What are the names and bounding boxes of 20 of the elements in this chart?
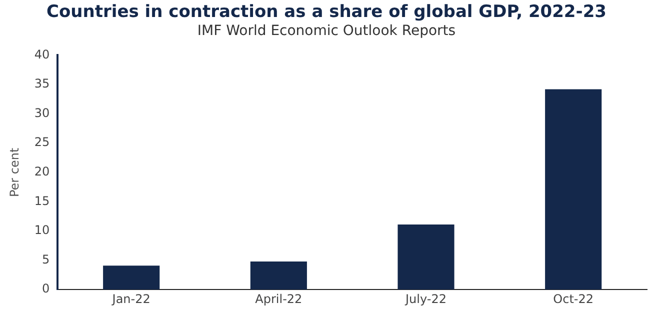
y-tick-label: 15 [34,194,50,208]
bar [103,266,160,290]
x-tick-label: July-22 [404,292,446,306]
chart-title: Countries in contraction as a share of global GDP, 2022-23 [46,2,608,22]
x-tick-label: Oct-22 [553,292,594,306]
chart-subtitle: IMF World Economic Outlook Reports [196,22,457,40]
y-tick-label: 5 [42,252,50,266]
bar [545,89,602,290]
y-tick-label: 10 [34,223,50,238]
y-tick-label: 20 [34,164,50,179]
y-tick-label: 30 [34,106,50,120]
bar [398,224,454,290]
y-tick-label: 0 [42,282,50,296]
y-tick-label: 40 [34,47,50,62]
y-tick-label: 25 [34,135,50,150]
y-axis-title: Per cent [7,147,22,198]
y-tick-label: 35 [34,76,50,91]
x-tick-label: April-22 [255,292,302,306]
bar [250,261,307,290]
x-tick-label: Jan-22 [111,292,150,306]
